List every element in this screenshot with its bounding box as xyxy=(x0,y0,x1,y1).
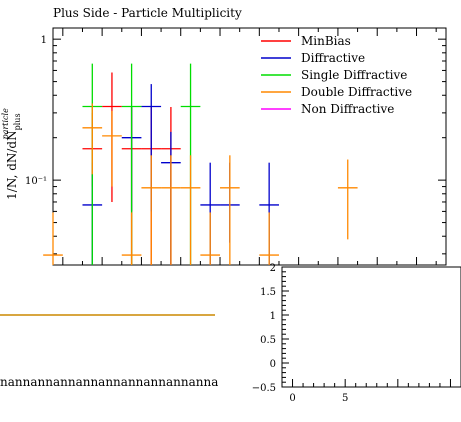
nan-text: nannannannannannannannannannannan xyxy=(0,375,218,389)
ratio-y-tick-label: 1 xyxy=(270,311,276,322)
ratio-y-tick-label: 1.5 xyxy=(260,287,276,298)
ratio-y-tick-label: −0.5 xyxy=(252,383,276,394)
y-axis-label-main: 1/N, dN/dN xyxy=(5,130,19,199)
y-tick-label: 1 xyxy=(41,35,47,46)
ratio-axis-ticks: 2 1.5 1 0.5 0 −0.5 0 5 xyxy=(252,263,451,404)
legend-entry: Non Diffractive xyxy=(301,102,394,116)
legend-entry: Diffractive xyxy=(301,51,365,65)
ratio-x-tick-label: 0 xyxy=(289,393,295,404)
legend: MinBias Diffractive Single Diffractive Doub… xyxy=(261,34,412,116)
y-tick-label: 10⁻¹ xyxy=(25,176,47,187)
ratio-y-tick-label: 0 xyxy=(270,359,276,370)
ratio-plot-frame xyxy=(281,266,461,388)
ratio-y-tick-label: 2 xyxy=(270,263,276,274)
series-double-diffractive xyxy=(43,103,358,265)
legend-entry: MinBias xyxy=(301,34,351,48)
ratio-x-tick-label: 5 xyxy=(342,393,348,404)
y-axis-label-sub: plus xyxy=(13,113,22,130)
y-axis-label-sup: particle xyxy=(1,108,10,140)
legend-entry: Double Diffractive xyxy=(301,85,412,99)
ratio-y-tick-label: 0.5 xyxy=(260,335,276,346)
main-plot-frame xyxy=(52,27,447,266)
chart-title: Plus Side - Particle Multiplicity xyxy=(53,6,242,20)
legend-entry: Single Diffractive xyxy=(301,68,407,82)
y-axis-label: 1/N, dN/dNplusparticle xyxy=(1,108,22,200)
series-single-diffractive xyxy=(82,63,201,265)
main-data-series xyxy=(43,63,358,265)
main-axis-ticks: 1 10⁻¹ xyxy=(25,28,446,265)
